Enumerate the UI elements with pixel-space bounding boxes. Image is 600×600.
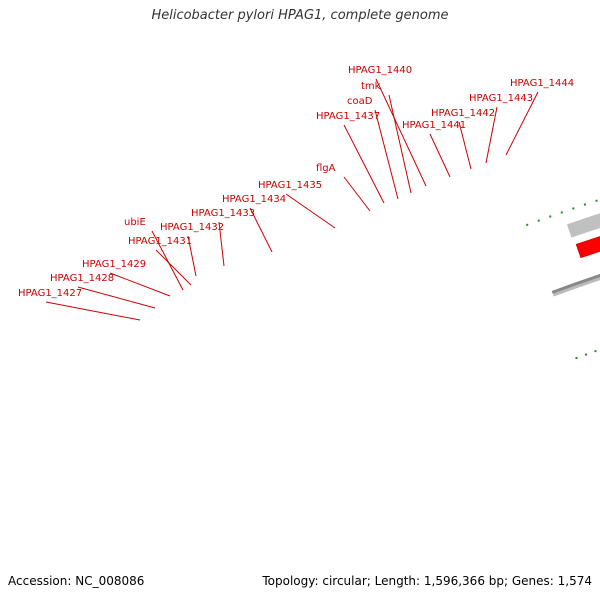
gene-leader-line [485, 106, 498, 164]
gene-leader-line [388, 94, 412, 194]
gene-label: HPAG1_1444 [510, 78, 574, 89]
gene-label: HPAG1_1435 [258, 180, 322, 191]
tick-dot [537, 219, 540, 222]
scale-dot [575, 357, 578, 360]
tick-dot [583, 203, 586, 206]
gene-arrow [575, 236, 600, 259]
gene-label: HPAG1_1441 [402, 120, 466, 131]
gene-label: flgA [316, 163, 336, 174]
gene-label: HPAG1_1440 [348, 65, 412, 76]
gene-label: coaD [347, 96, 373, 107]
gene-label: HPAG1_1428 [50, 273, 114, 284]
gene-label: tmk [361, 81, 381, 92]
gene-leader-line [109, 272, 171, 297]
gene-leader-line [343, 124, 385, 204]
gene-leader-line [374, 109, 399, 200]
gene-label: HPAG1_1437 [316, 111, 380, 122]
gene-leader-line [45, 301, 141, 321]
gene-label: ubiE [124, 217, 146, 228]
gene-leader-line [505, 91, 539, 156]
gene-label: HPAG1_1429 [82, 259, 146, 270]
gene-label: HPAG1_1442 [431, 108, 495, 119]
tick-dot [549, 215, 552, 218]
gene-label: HPAG1_1433 [191, 208, 255, 219]
gene-label: HPAG1_1434 [222, 194, 286, 205]
tick-dot [526, 223, 529, 226]
scale-dot [584, 353, 587, 356]
cog-segment [566, 213, 600, 238]
gene-label: HPAG1_1427 [18, 288, 82, 299]
tick-dot [595, 199, 598, 202]
gene-leader-line [218, 221, 225, 267]
gene-leader-line [187, 235, 197, 277]
gene-leader-line [285, 193, 336, 229]
gene-leader-line [343, 176, 371, 212]
gene-label: HPAG1_1443 [469, 93, 533, 104]
gene-leader-line [151, 230, 184, 291]
gene-leader-line [429, 133, 451, 178]
topology-label: Topology: circular; Length: 1,596,366 bp… [262, 574, 592, 588]
map-title: Helicobacter pylori HPAG1, complete geno… [151, 8, 449, 23]
gene-leader-line [155, 249, 192, 286]
gene-label: HPAG1_1432 [160, 222, 224, 233]
accession-label: Accession: NC_008086 [8, 574, 145, 588]
gene-label: HPAG1_1431 [128, 236, 192, 247]
tick-dot [560, 211, 563, 214]
gene-leader-line [375, 78, 427, 187]
gene-leader-line [77, 286, 156, 309]
gene-leader-line [458, 121, 472, 170]
gene-leader-line [249, 207, 273, 253]
scale-dot [594, 350, 597, 353]
tick-dot [572, 207, 575, 210]
